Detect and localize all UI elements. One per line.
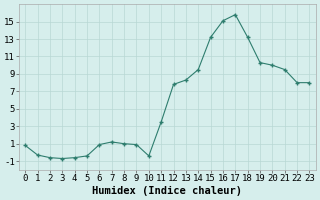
X-axis label: Humidex (Indice chaleur): Humidex (Indice chaleur) bbox=[92, 186, 242, 196]
